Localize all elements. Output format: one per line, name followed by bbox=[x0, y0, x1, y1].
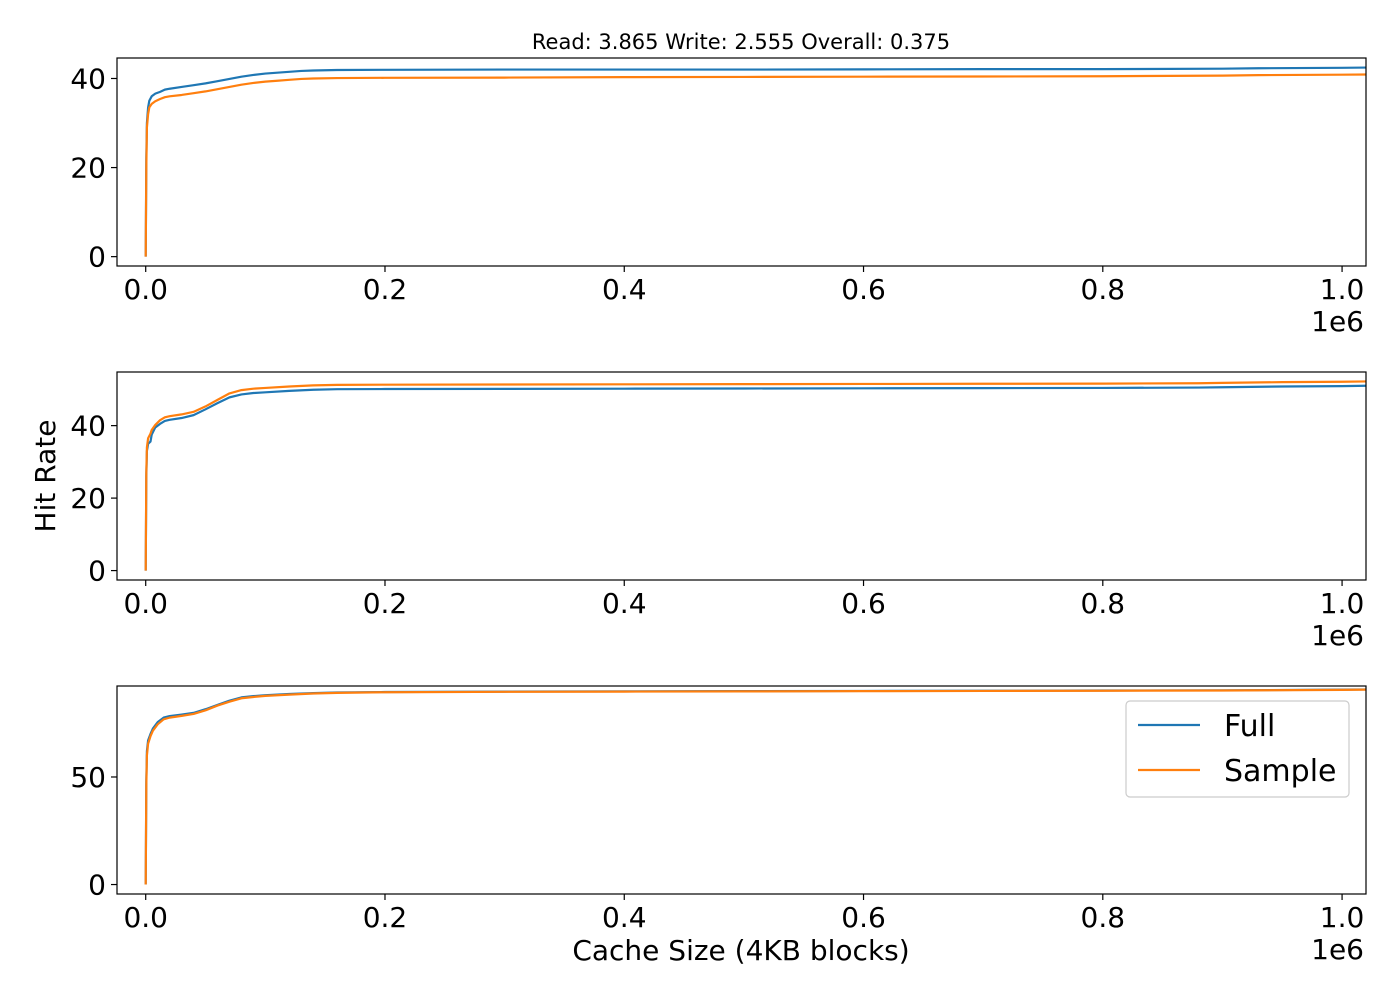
x-tick-label: 0.8 bbox=[1081, 901, 1126, 934]
x-tick-label: 0.4 bbox=[602, 901, 647, 934]
axes-frame bbox=[116, 685, 1367, 895]
x-tick-label: 0.6 bbox=[841, 901, 886, 934]
x-tick-label: 1.0 bbox=[1320, 901, 1365, 934]
y-tick-label: 0 bbox=[88, 241, 106, 274]
panel-write: 0.0 0.2 0.4 0.6 0.8 1.0 0 20 40 1e6 bbox=[70, 371, 1367, 652]
legend-label-full: Full bbox=[1224, 709, 1275, 744]
y-tick-label: 20 bbox=[70, 482, 106, 515]
x-tick-label: 0.8 bbox=[1081, 587, 1126, 620]
series-line-sample bbox=[144, 380, 1367, 571]
x-tick-label: 0.2 bbox=[363, 901, 408, 934]
axes-frame bbox=[116, 57, 1367, 267]
series-line-full bbox=[144, 384, 1367, 571]
x-tick-label: 0.0 bbox=[123, 901, 168, 934]
x-axis-label: Cache Size (4KB blocks) bbox=[572, 934, 909, 967]
x-tick-label: 0.6 bbox=[841, 273, 886, 306]
x-tick-label: 0.4 bbox=[602, 273, 647, 306]
y-tick-label: 40 bbox=[70, 410, 106, 443]
x-offset-text: 1e6 bbox=[1311, 619, 1364, 652]
y-tick-label: 0 bbox=[88, 869, 106, 902]
x-tick-label: 0.0 bbox=[123, 587, 168, 620]
series-line-sample bbox=[144, 73, 1367, 257]
series-line-full bbox=[144, 66, 1367, 257]
x-tick-label: 0.4 bbox=[602, 587, 647, 620]
x-tick-label: 0.6 bbox=[841, 587, 886, 620]
y-tick-label: 40 bbox=[70, 62, 106, 95]
series-line-sample bbox=[144, 688, 1367, 885]
x-tick-label: 0.8 bbox=[1081, 273, 1126, 306]
x-tick-label: 0.2 bbox=[363, 587, 408, 620]
legend: Full Sample bbox=[1125, 700, 1350, 798]
legend-label-sample: Sample bbox=[1224, 754, 1337, 789]
figure-title: Read: 3.865 Write: 2.555 Overall: 0.375 bbox=[532, 30, 950, 54]
y-tick-label: 50 bbox=[70, 761, 106, 794]
x-tick-label: 1.0 bbox=[1320, 587, 1365, 620]
y-tick-label: 0 bbox=[88, 555, 106, 588]
panel-read: 0.0 0.2 0.4 0.6 0.8 1.0 0 20 40 1e6 bbox=[70, 57, 1367, 338]
x-tick-label: 1.0 bbox=[1320, 273, 1365, 306]
x-offset-text: 1e6 bbox=[1311, 933, 1364, 966]
x-tick-label: 0.2 bbox=[363, 273, 408, 306]
x-tick-label: 0.0 bbox=[123, 273, 168, 306]
y-axis-label: Hit Rate bbox=[29, 420, 62, 533]
panel-overall: 0.0 0.2 0.4 0.6 0.8 1.0 0 50 1e6 bbox=[70, 685, 1367, 966]
axes-frame bbox=[116, 371, 1367, 581]
x-offset-text: 1e6 bbox=[1311, 305, 1364, 338]
y-tick-label: 20 bbox=[70, 152, 106, 185]
